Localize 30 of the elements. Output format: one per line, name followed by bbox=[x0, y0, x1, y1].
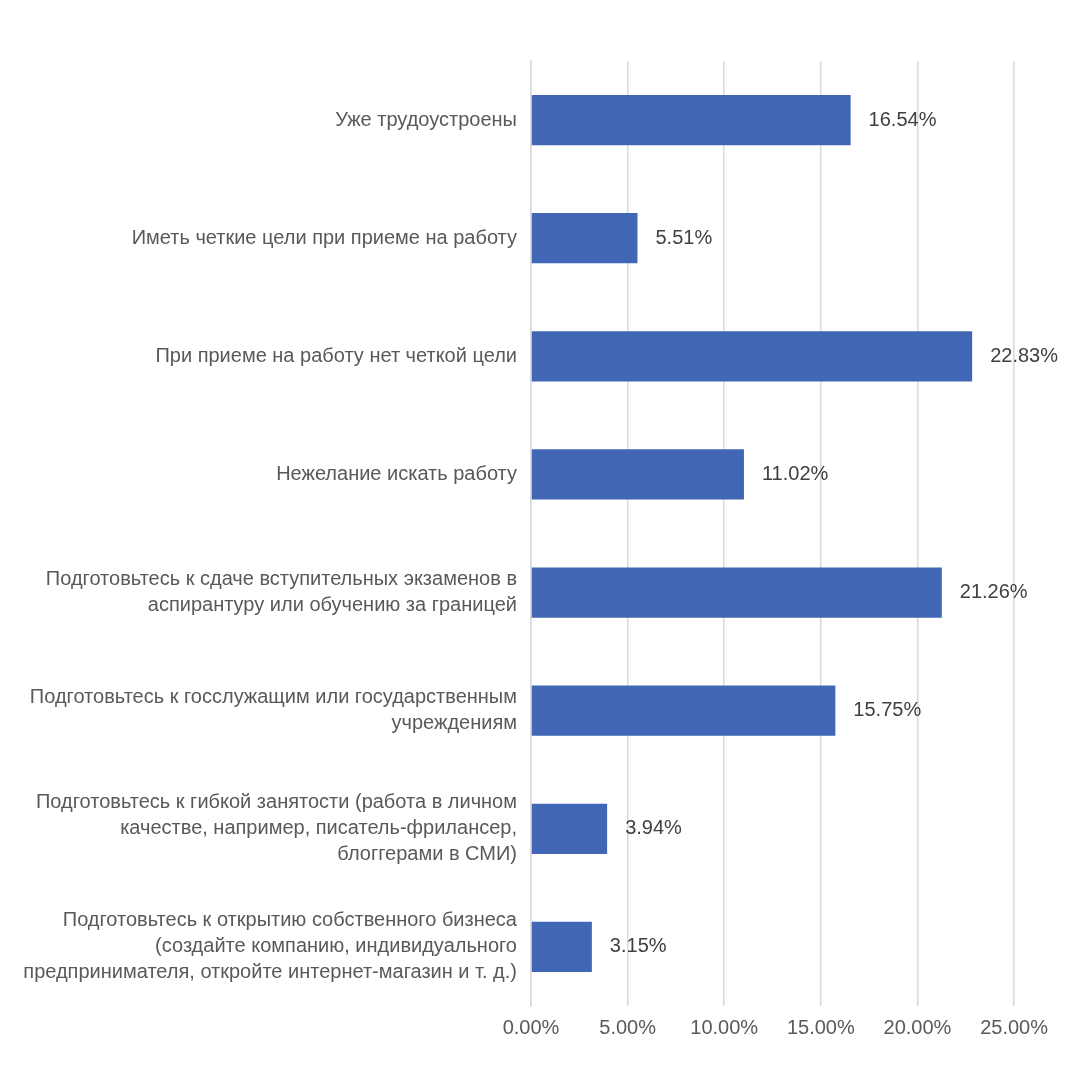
y-tick-label: Уже трудоустроены bbox=[335, 107, 517, 130]
y-tick-label: При приеме на работу нет четкой цели bbox=[155, 343, 517, 366]
data-label: 3.94% bbox=[625, 816, 683, 839]
data-label: 22.83% bbox=[990, 343, 1059, 366]
bar bbox=[531, 213, 638, 264]
y-tick-label: Иметь четкие цели при приеме на работу bbox=[131, 225, 517, 248]
y-tick-label: Подготовьтесь к гибкой занятости (работа в личном качестве, например, писатель-фрилансер, блоггерами в СМИ) bbox=[35, 790, 517, 865]
data-label: 16.54% bbox=[868, 107, 937, 130]
data-label: 3.15% bbox=[609, 934, 667, 957]
x-tick-label: 15.00% bbox=[786, 1015, 855, 1038]
bar bbox=[531, 921, 592, 973]
bar bbox=[531, 331, 973, 382]
data-label: 21.26% bbox=[959, 580, 1028, 603]
x-tick-label: 5.00% bbox=[599, 1015, 657, 1038]
bar bbox=[531, 803, 608, 854]
x-tick-label: 25.00% bbox=[980, 1015, 1049, 1038]
bar bbox=[531, 449, 744, 500]
x-tick-label: 10.00% bbox=[690, 1015, 759, 1038]
y-tick-label: Подготовьтесь к госслужащим или государственным учреждениям bbox=[29, 685, 517, 734]
data-label: 5.51% bbox=[655, 225, 713, 248]
data-label: 15.75% bbox=[853, 698, 922, 721]
bar bbox=[531, 685, 836, 736]
x-tick-label: 20.00% bbox=[883, 1015, 952, 1038]
y-tick-label: Подготовьтесь к сдаче вступительных экзаменов в аспирантуру или обучению за границей bbox=[45, 567, 517, 616]
y-tick-label: Подготовьтесь к открытию собственного бизнеса (создайте компанию, индивидуального предпринимателя, откройте интернет-магазин и т. д.) bbox=[23, 908, 518, 983]
bar bbox=[531, 94, 851, 146]
bar bbox=[531, 567, 942, 618]
x-tick-label: 0.00% bbox=[502, 1015, 560, 1038]
y-tick-label: Нежелание искать работу bbox=[276, 461, 517, 484]
data-label: 11.02% bbox=[761, 461, 829, 484]
